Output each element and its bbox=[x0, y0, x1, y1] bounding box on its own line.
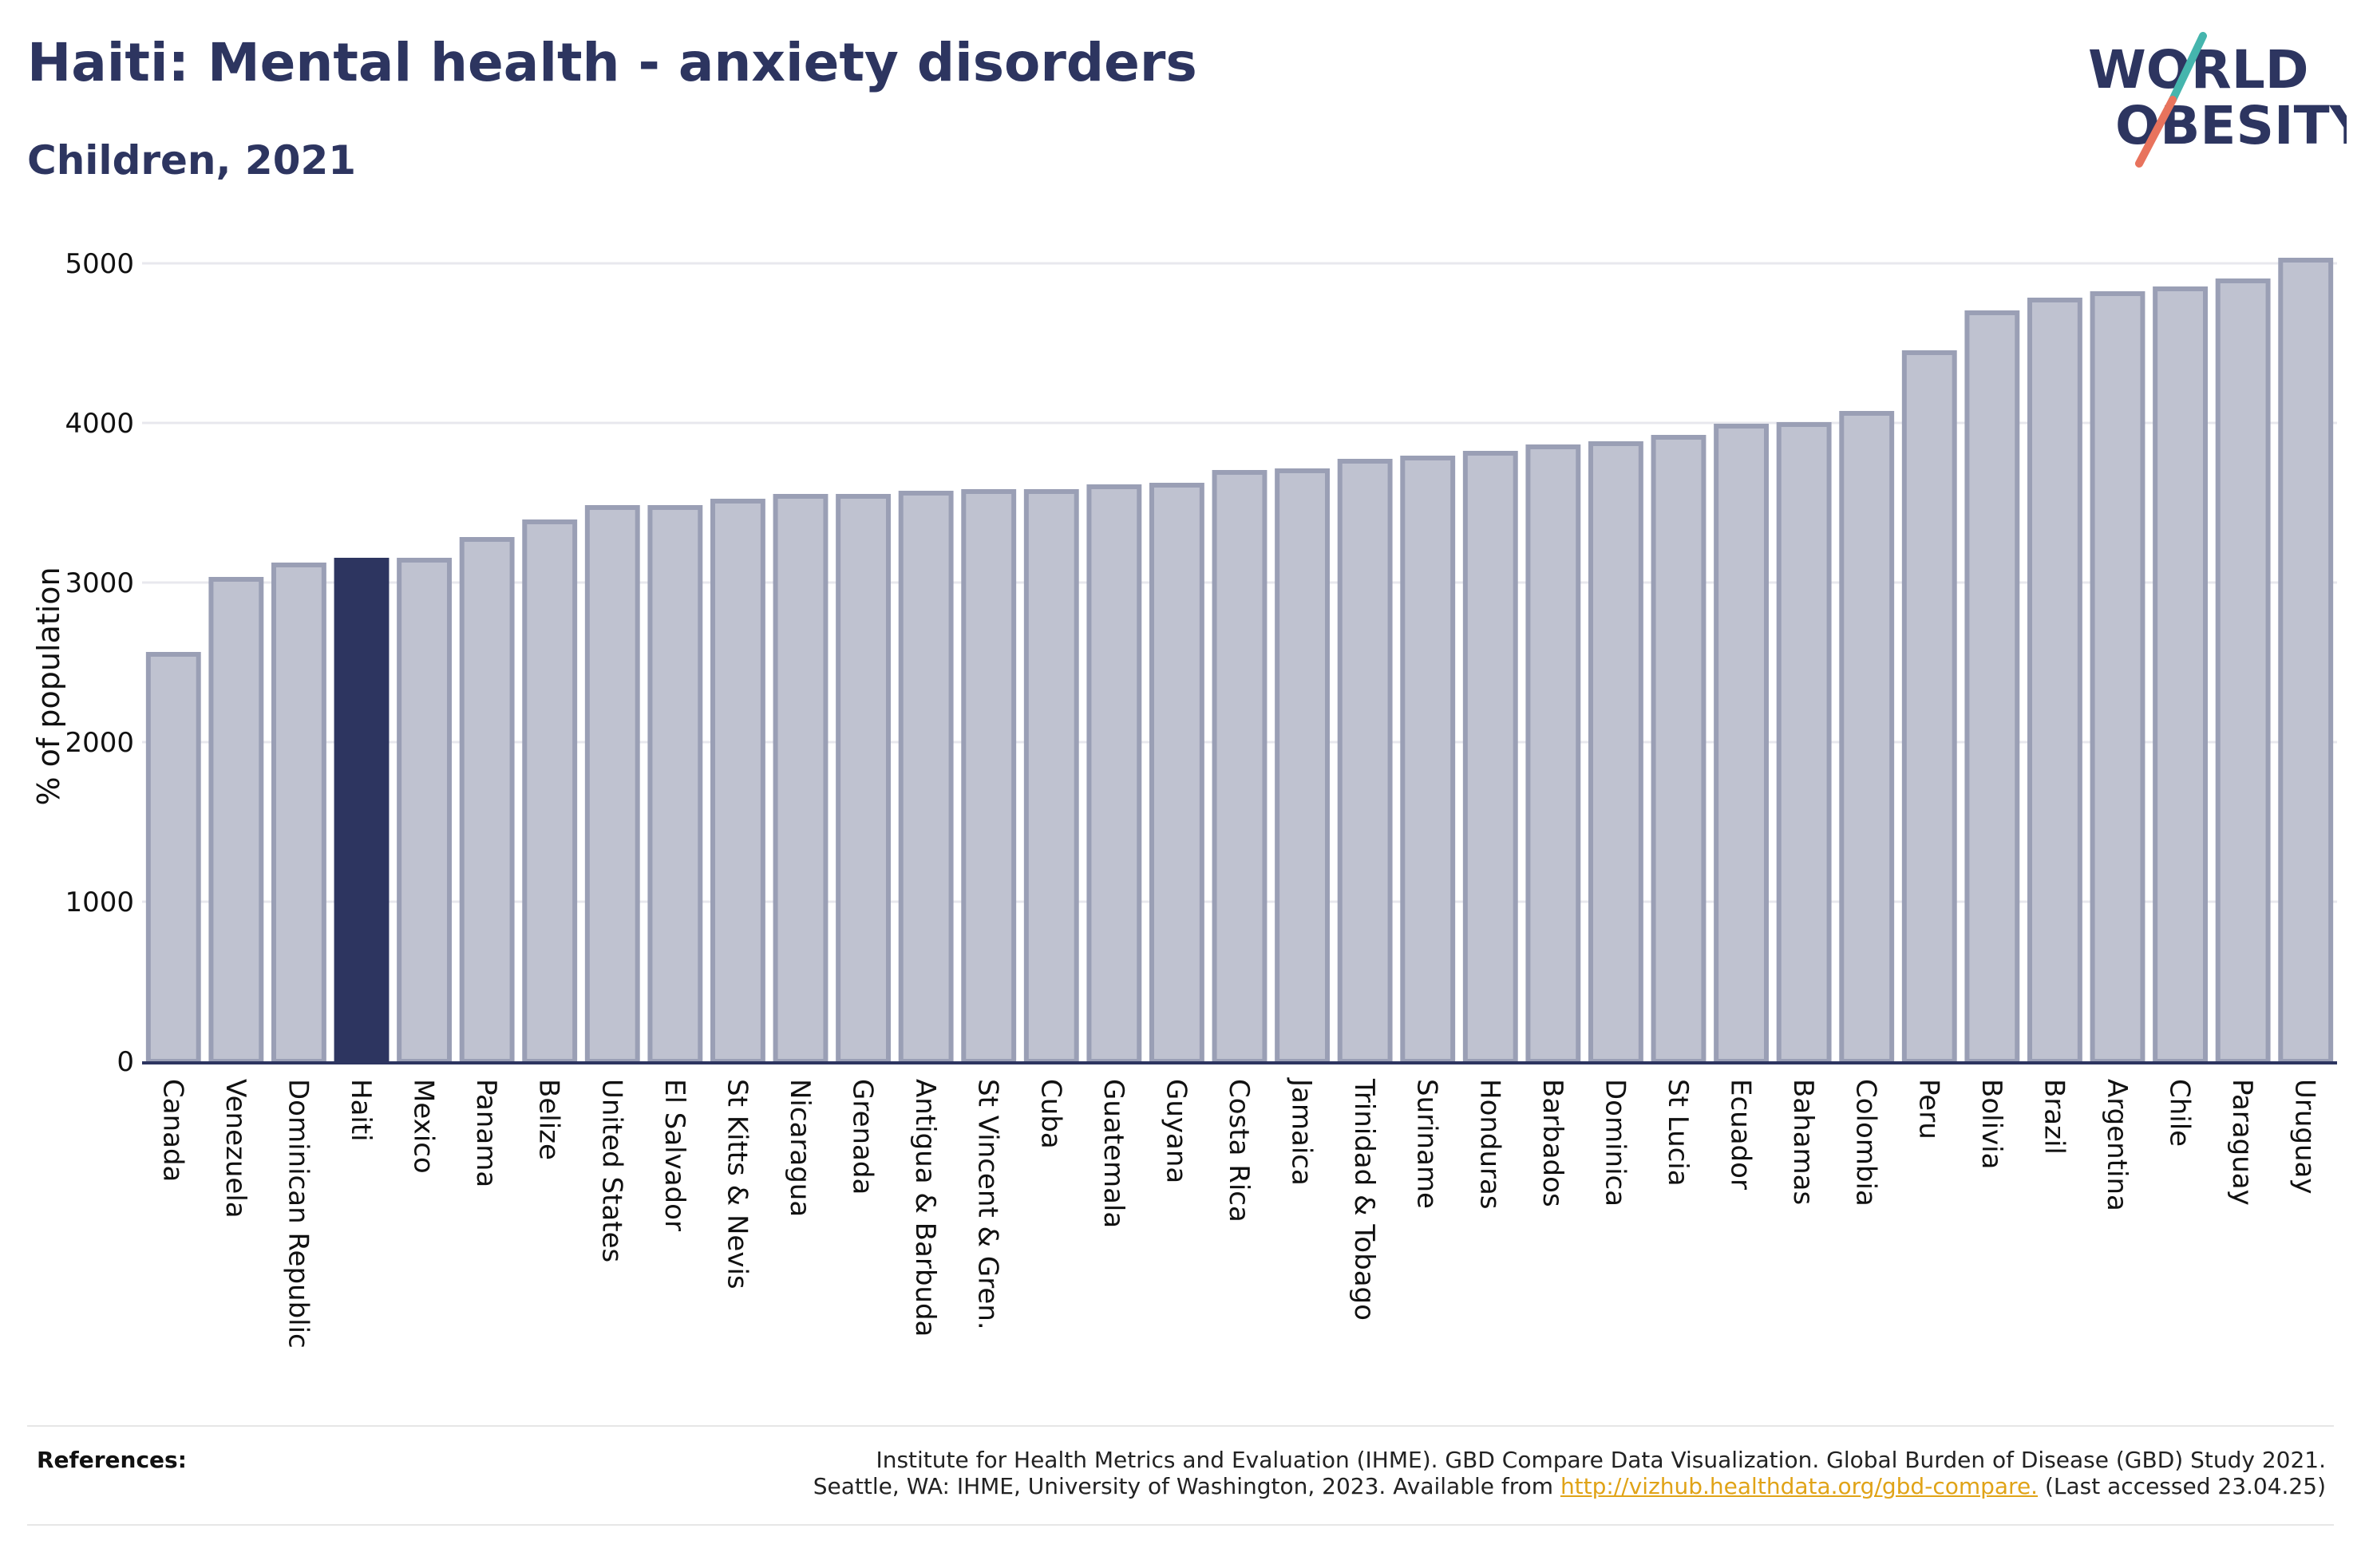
logo-slash-teal bbox=[2169, 32, 2207, 104]
logo-slash-coral bbox=[2135, 96, 2177, 168]
bar-chart: 0 1000 2000 3000 4000 5000 % of population Ca… bbox=[31, 248, 2337, 1349]
bar-costa-rica bbox=[1212, 470, 1268, 1064]
bar-antigua-barbuda bbox=[898, 491, 954, 1064]
bar-mexico bbox=[397, 558, 452, 1064]
y-axis-label: % of population bbox=[31, 567, 66, 805]
x-tick-label: Chile bbox=[2164, 1079, 2196, 1147]
bar-united-states bbox=[584, 505, 640, 1064]
bar-barbados bbox=[1525, 444, 1581, 1064]
x-tick-label: Honduras bbox=[1473, 1079, 1505, 1210]
x-tick-label: Cuba bbox=[1034, 1079, 1066, 1149]
bar-canada bbox=[145, 652, 201, 1064]
bar-jamaica bbox=[1275, 468, 1330, 1064]
bar-haiti bbox=[334, 558, 390, 1064]
reference-link[interactable]: http://vizhub.healthdata.org/gbd-compare… bbox=[1560, 1473, 2039, 1499]
x-tick-label: Peru bbox=[1912, 1079, 1944, 1139]
x-tick-label: Guyana bbox=[1160, 1079, 1192, 1183]
x-tick-label: Venezuela bbox=[219, 1079, 251, 1218]
bar-brazil bbox=[2027, 298, 2082, 1064]
x-tick-label: St Vincent & Gren. bbox=[972, 1079, 1004, 1330]
x-tick-label: Dominica bbox=[1599, 1079, 1631, 1207]
references-text: Institute for Health Metrics and Evaluat… bbox=[490, 1447, 2326, 1499]
x-tick-label: St Lucia bbox=[1662, 1079, 1694, 1187]
bar-peru bbox=[1901, 350, 1957, 1064]
x-tick-label: Bolivia bbox=[1975, 1079, 2007, 1169]
bar-grenada bbox=[836, 494, 891, 1064]
bar-st-kitts-nevis bbox=[710, 499, 765, 1064]
bar-nicaragua bbox=[773, 494, 829, 1064]
bar-st-lucia bbox=[1651, 435, 1706, 1064]
x-tick-label: El Salvador bbox=[658, 1079, 690, 1231]
reference-line2-prefix: Seattle, WA: IHME, University of Washing… bbox=[813, 1473, 1560, 1499]
x-tick-label: Belize bbox=[533, 1079, 565, 1160]
x-tick-label: Trinidad & Tobago bbox=[1348, 1078, 1380, 1321]
x-tick-label: Costa Rica bbox=[1223, 1079, 1255, 1222]
bar-venezuela bbox=[208, 577, 264, 1064]
bar-dominican-republic bbox=[271, 563, 326, 1064]
x-tick-label: Dominican Republic bbox=[282, 1079, 314, 1349]
bars bbox=[145, 258, 2334, 1064]
bar-guatemala bbox=[1086, 484, 1142, 1064]
y-tick-label: 2000 bbox=[65, 727, 134, 759]
x-axis-labels: Canada Venezuela Dominican Republic Haiti Me… bbox=[156, 1077, 2320, 1349]
bar-dominica bbox=[1588, 441, 1643, 1064]
x-tick-label: Guatemala bbox=[1097, 1079, 1129, 1228]
x-tick-label: Brazil bbox=[2038, 1079, 2070, 1155]
bar-chile bbox=[2153, 286, 2208, 1064]
bar-guyana bbox=[1149, 483, 1204, 1064]
y-tick-label: 5000 bbox=[65, 248, 134, 280]
page-subtitle: Children, 2021 bbox=[27, 137, 357, 184]
references-divider-top bbox=[27, 1425, 2334, 1427]
x-tick-label: Barbados bbox=[1536, 1079, 1568, 1207]
x-tick-label: Mexico bbox=[408, 1079, 440, 1174]
reference-line2-suffix: (Last accessed 23.04.25) bbox=[2038, 1473, 2326, 1499]
x-tick-label: Haiti bbox=[345, 1079, 377, 1142]
x-tick-label: Panama bbox=[470, 1079, 502, 1187]
bar-st-vincent-gren- bbox=[961, 489, 1017, 1064]
x-tick-label: Grenada bbox=[847, 1079, 879, 1195]
references-divider-bottom bbox=[27, 1524, 2334, 1526]
bar-trinidad-tobago bbox=[1337, 459, 1393, 1064]
x-tick-label: Canada bbox=[156, 1079, 188, 1182]
x-tick-label: Argentina bbox=[2101, 1079, 2133, 1211]
y-tick-label: 3000 bbox=[65, 567, 134, 599]
y-axis-ticks: 0 1000 2000 3000 4000 5000 bbox=[65, 248, 134, 1078]
bar-uruguay bbox=[2278, 258, 2334, 1064]
x-tick-label: Suriname bbox=[1411, 1079, 1443, 1209]
x-tick-label: Nicaragua bbox=[784, 1079, 816, 1217]
bar-belize bbox=[522, 519, 578, 1064]
x-tick-label: Paraguay bbox=[2226, 1079, 2258, 1206]
bar-suriname bbox=[1400, 456, 1456, 1064]
bar-cuba bbox=[1023, 489, 1079, 1064]
reference-line1: Institute for Health Metrics and Evaluat… bbox=[876, 1447, 2326, 1473]
bar-argentina bbox=[2090, 291, 2145, 1064]
world-obesity-logo: WORLD OBESITY bbox=[2088, 32, 2347, 168]
x-tick-label: Colombia bbox=[1850, 1079, 1882, 1207]
x-tick-label: St Kitts & Nevis bbox=[721, 1079, 753, 1290]
bar-honduras bbox=[1462, 451, 1518, 1064]
bar-paraguay bbox=[2215, 278, 2271, 1064]
logo-word-obesity: OBESITY bbox=[2115, 95, 2347, 156]
x-tick-label: Bahamas bbox=[1787, 1079, 1819, 1205]
x-tick-label: Jamaica bbox=[1286, 1077, 1318, 1186]
x-tick-label: Antigua & Barbuda bbox=[909, 1079, 941, 1337]
x-tick-label: Uruguay bbox=[2289, 1079, 2321, 1195]
bar-bolivia bbox=[1964, 310, 2020, 1064]
bar-colombia bbox=[1839, 411, 1895, 1064]
y-tick-label: 1000 bbox=[65, 887, 134, 918]
x-tick-label: Ecuador bbox=[1725, 1079, 1757, 1190]
x-tick-label: United States bbox=[595, 1079, 627, 1262]
bar-el-salvador bbox=[647, 505, 703, 1064]
bar-bahamas bbox=[1776, 422, 1832, 1064]
y-tick-label: 4000 bbox=[65, 408, 134, 440]
bar-ecuador bbox=[1714, 424, 1769, 1064]
y-tick-label: 0 bbox=[117, 1046, 134, 1078]
bar-panama bbox=[459, 537, 515, 1064]
page-title: Haiti: Mental health - anxiety disorders bbox=[27, 32, 1197, 93]
references-label: References: bbox=[37, 1447, 187, 1473]
